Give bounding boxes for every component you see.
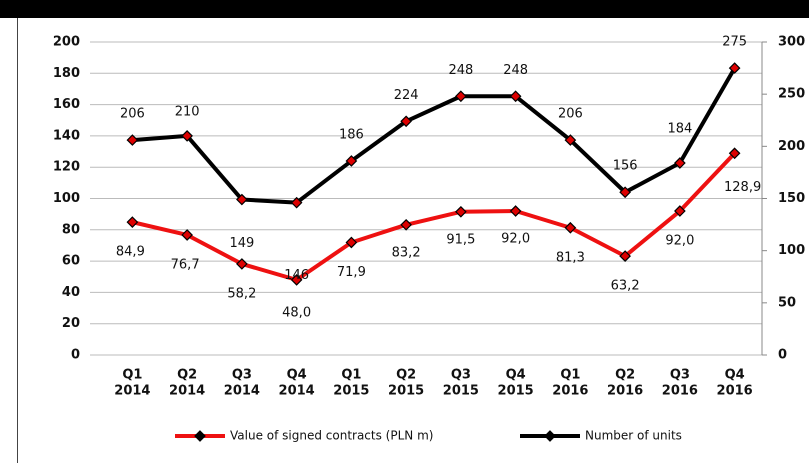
series-line bbox=[132, 67, 737, 205]
y2-tick-label: 150 bbox=[778, 191, 805, 206]
y2-tick-label: 0 bbox=[778, 348, 787, 363]
point bbox=[345, 155, 358, 167]
x-tick-label: 2015 bbox=[388, 384, 424, 399]
data-label: 186 bbox=[339, 127, 364, 142]
point bbox=[345, 236, 358, 249]
y-tick-label: 20 bbox=[62, 316, 80, 331]
legend-label: Number of units bbox=[585, 429, 682, 443]
point bbox=[728, 62, 741, 74]
data-label: 71,9 bbox=[337, 265, 366, 280]
point bbox=[564, 134, 577, 146]
x-tick-label: Q2 bbox=[177, 368, 197, 383]
y2-tick-label: 200 bbox=[778, 139, 805, 154]
x-tick-label: Q4 bbox=[725, 368, 745, 383]
x-tick-label: Q3 bbox=[232, 368, 252, 383]
point bbox=[400, 218, 412, 231]
point bbox=[728, 147, 741, 160]
x-tick-label: Q3 bbox=[670, 368, 690, 383]
point bbox=[564, 221, 577, 234]
data-label: 206 bbox=[558, 107, 583, 122]
data-label: 206 bbox=[120, 107, 145, 122]
point bbox=[509, 205, 522, 217]
y2-tick-label: 250 bbox=[778, 87, 805, 102]
data-label: 48,0 bbox=[282, 305, 311, 320]
data-label: 184 bbox=[667, 122, 692, 137]
data-label: 156 bbox=[613, 159, 638, 174]
point bbox=[290, 274, 303, 286]
x-tick-label: 2014 bbox=[114, 384, 150, 399]
x-tick-label: 2014 bbox=[224, 384, 260, 399]
x-tick-label: Q1 bbox=[341, 368, 361, 383]
y-tick-label: 80 bbox=[62, 222, 80, 237]
data-label: 83,2 bbox=[392, 245, 421, 260]
data-label: 76,7 bbox=[171, 257, 200, 272]
x-tick-label: Q2 bbox=[615, 368, 635, 383]
data-label: 81,3 bbox=[556, 250, 585, 265]
data-label: 248 bbox=[503, 63, 528, 78]
data-label: 63,2 bbox=[611, 279, 640, 294]
point bbox=[126, 134, 139, 146]
x-tick-label: 2016 bbox=[662, 384, 698, 399]
point bbox=[181, 130, 193, 142]
point bbox=[400, 115, 412, 128]
y-tick-label: 140 bbox=[53, 128, 80, 143]
legend-marker bbox=[544, 430, 556, 442]
x-tick-label: 2016 bbox=[607, 384, 643, 399]
data-label: 275 bbox=[722, 35, 747, 50]
x-tick-label: Q1 bbox=[560, 368, 580, 383]
y-tick-label: 120 bbox=[53, 160, 80, 175]
data-label: 248 bbox=[448, 63, 473, 78]
y2-tick-label: 100 bbox=[778, 243, 805, 258]
data-label: 91,5 bbox=[446, 232, 475, 247]
point bbox=[674, 157, 686, 169]
y-tick-label: 160 bbox=[53, 97, 80, 112]
x-tick-label: 2015 bbox=[333, 384, 369, 399]
point bbox=[619, 250, 631, 262]
x-tick-label: Q3 bbox=[451, 368, 471, 383]
point bbox=[290, 196, 303, 209]
x-tick-label: 2016 bbox=[717, 384, 753, 399]
x-tick-label: 2014 bbox=[279, 384, 315, 399]
y2-tick-label: 300 bbox=[778, 35, 805, 50]
x-tick-label: Q2 bbox=[396, 368, 416, 383]
x-tick-label: Q4 bbox=[287, 368, 307, 383]
data-label: 92,0 bbox=[665, 234, 694, 249]
point bbox=[236, 193, 248, 206]
point bbox=[236, 258, 248, 270]
point bbox=[674, 205, 686, 217]
series-line bbox=[131, 151, 737, 282]
data-label: 149 bbox=[229, 236, 254, 251]
point bbox=[455, 205, 467, 218]
y-tick-label: 60 bbox=[62, 254, 80, 269]
point bbox=[619, 186, 631, 199]
y2-tick-label: 50 bbox=[778, 295, 796, 310]
x-tick-label: Q4 bbox=[506, 368, 526, 383]
x-tick-label: 2014 bbox=[169, 384, 205, 399]
y-tick-label: 40 bbox=[62, 285, 80, 300]
y-tick-label: 200 bbox=[53, 35, 80, 50]
x-tick-label: Q1 bbox=[122, 368, 142, 383]
data-label: 92,0 bbox=[501, 232, 530, 247]
x-tick-label: 2016 bbox=[552, 384, 588, 399]
data-label: 128,9 bbox=[724, 180, 761, 195]
data-label: 58,2 bbox=[227, 286, 256, 301]
header-bar bbox=[0, 0, 809, 18]
point bbox=[509, 90, 522, 103]
point bbox=[181, 229, 193, 241]
x-tick-label: 2015 bbox=[498, 384, 534, 399]
x-tick-label: 2015 bbox=[443, 384, 479, 399]
data-label: 224 bbox=[394, 88, 419, 103]
y-tick-label: 0 bbox=[71, 348, 80, 363]
legend-label: Value of signed contracts (PLN m) bbox=[230, 429, 433, 443]
data-label: 84,9 bbox=[116, 245, 145, 260]
data-label: 210 bbox=[175, 104, 200, 119]
data-label: 146 bbox=[284, 268, 309, 283]
y-tick-label: 100 bbox=[53, 191, 80, 206]
point bbox=[126, 216, 139, 228]
point bbox=[455, 90, 467, 103]
y-tick-label: 180 bbox=[53, 66, 80, 81]
legend-marker bbox=[194, 430, 206, 442]
